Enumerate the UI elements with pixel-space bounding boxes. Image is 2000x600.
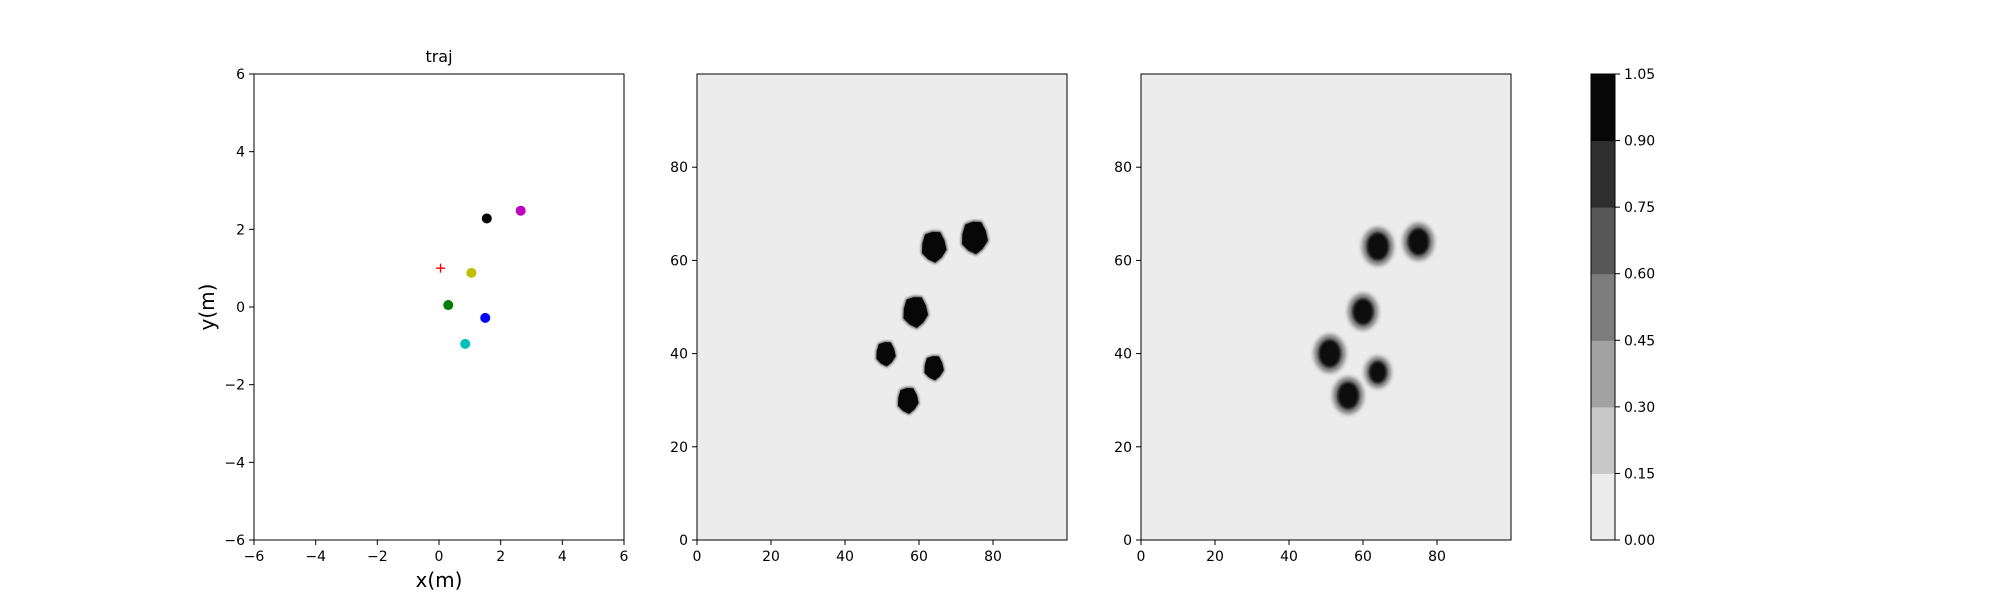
traj-point-plus <box>436 263 446 273</box>
traj-axes-frame <box>253 73 625 541</box>
colorbar-tick-label: 1.05 <box>1624 67 1655 83</box>
heatmap-1-frame <box>696 73 1068 541</box>
colorbar-tick-label: 0.15 <box>1624 466 1655 482</box>
traj-ytick-label: −6 <box>224 533 245 549</box>
colorbar-band <box>1591 473 1615 541</box>
traj-title: traj <box>425 47 452 66</box>
colorbar-tick-label: 0.60 <box>1624 267 1655 283</box>
traj-ytick-label: −2 <box>224 378 245 394</box>
colorbar-band <box>1591 273 1615 341</box>
heatmap-2-xtick-label: 40 <box>1280 549 1298 565</box>
traj-point <box>466 267 477 278</box>
heatmap-1-ytick-label: 40 <box>670 347 688 363</box>
trajectory-panel: traj −6 −4 −2 0 2 4 6 −6 −4 −2 0 2 4 6 x(m) y(m) <box>195 47 629 592</box>
traj-xlabel: x(m) <box>416 568 463 592</box>
heatmap-2-background <box>1141 74 1511 540</box>
traj-point <box>443 300 454 311</box>
traj-point <box>481 213 492 224</box>
traj-point <box>515 205 526 216</box>
heatmap-2-ytick-label: 20 <box>1114 440 1132 456</box>
traj-xtick-label: −6 <box>244 549 265 565</box>
heatmap-1-blob <box>875 341 897 368</box>
traj-xtick-label: −4 <box>305 549 326 565</box>
heatmap-2-blob <box>1347 293 1379 331</box>
traj-xtick-label: 6 <box>620 549 629 565</box>
heatmap-2-blob <box>1332 376 1364 415</box>
heatmap-2-ytick-label: 40 <box>1114 347 1132 363</box>
heatmap-2-frame <box>1140 73 1512 541</box>
heatmap-2-blob <box>1364 356 1392 389</box>
heatmap-1-blob <box>897 386 920 415</box>
traj-ytick-label: 4 <box>236 145 245 161</box>
heatmap-1-blob <box>902 295 930 330</box>
heatmap-2-blob <box>1313 334 1346 373</box>
heatmap-1-xtick-label: 60 <box>910 549 928 565</box>
traj-point <box>480 312 491 323</box>
heatmap-1-blob <box>961 220 989 256</box>
traj-ytick-label: 0 <box>236 300 245 316</box>
heatmap-2-xtick-label: 60 <box>1354 549 1372 565</box>
colorbar-band <box>1591 74 1615 142</box>
heatmap-panel-1: 0 20 40 60 80 0 20 40 60 80 <box>670 73 1068 565</box>
traj-ytick-label: 2 <box>236 222 245 238</box>
traj-plot-area <box>254 74 624 540</box>
heatmap-1-xtick-label: 20 <box>762 549 780 565</box>
colorbar-band <box>1591 340 1615 408</box>
traj-xtick-label: 2 <box>496 549 505 565</box>
traj-xtick-label: 0 <box>435 549 444 565</box>
heatmap-1-ytick-label: 20 <box>670 440 688 456</box>
colorbar-tick-label: 0.75 <box>1624 200 1655 216</box>
heatmap-2-xtick-label: 0 <box>1137 549 1146 565</box>
heatmap-2-ytick-label: 0 <box>1123 533 1132 549</box>
colorbar-band <box>1591 207 1615 275</box>
heatmap-1-blob <box>921 230 948 264</box>
heatmap-1-ytick-label: 60 <box>670 253 688 269</box>
heatmap-panel-2: 0 20 40 60 80 0 20 40 60 80 <box>1114 73 1512 565</box>
traj-ytick-label: −4 <box>224 455 245 471</box>
colorbar-frame <box>1590 73 1616 541</box>
heatmap-1-xtick-label: 40 <box>836 549 854 565</box>
heatmap-1-xtick-label: 80 <box>984 549 1002 565</box>
traj-point <box>460 338 471 349</box>
heatmap-1-background <box>697 74 1067 540</box>
heatmap-2-xtick-label: 80 <box>1428 549 1446 565</box>
heatmap-2-ytick-label: 80 <box>1114 160 1132 176</box>
colorbar-tick-label: 0.45 <box>1624 333 1655 349</box>
colorbar: 0.00 0.15 0.30 0.45 0.60 0.75 0.90 1.05 <box>1590 67 1655 549</box>
heatmap-2-xtick-label: 20 <box>1206 549 1224 565</box>
colorbar-band <box>1591 406 1615 474</box>
colorbar-tick-label: 0.00 <box>1624 533 1655 549</box>
heatmap-1-ytick-label: 80 <box>670 160 688 176</box>
colorbar-tick-label: 0.90 <box>1624 134 1655 150</box>
traj-ytick-label: 6 <box>236 67 245 83</box>
heatmap-1-ytick-label: 0 <box>679 533 688 549</box>
traj-ylabel: y(m) <box>195 284 219 331</box>
colorbar-band <box>1591 140 1615 208</box>
heatmap-2-ytick-label: 60 <box>1114 253 1132 269</box>
traj-xtick-label: 4 <box>558 549 567 565</box>
traj-xtick-label: −2 <box>367 549 388 565</box>
heatmap-1-xtick-label: 0 <box>693 549 702 565</box>
heatmap-1-blob <box>923 355 945 382</box>
heatmap-2-blob <box>1361 227 1394 266</box>
heatmap-2-blob <box>1402 222 1435 261</box>
colorbar-tick-label: 0.30 <box>1624 400 1655 416</box>
